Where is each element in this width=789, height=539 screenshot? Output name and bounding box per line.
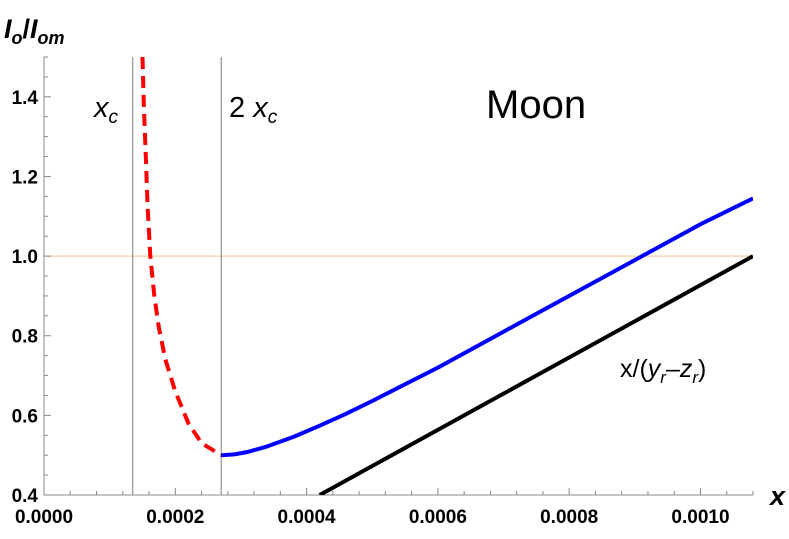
- label-black-line-s2: r: [692, 368, 699, 387]
- series-line-1: [221, 196, 753, 458]
- label-black-line-op: –: [666, 355, 680, 383]
- x-tick-label: 0.0008: [540, 507, 598, 528]
- label-xc: xc: [92, 92, 119, 128]
- label-black-line-s1: r: [660, 368, 667, 387]
- plot-area: 0.4 0.6 0.8 1.0 1.2 1.4 0.0000 0.0002 0.0004 0.00…: [12, 56, 754, 528]
- series-line-0: [140, 57, 223, 457]
- x-tick-label: 0.0000: [15, 507, 73, 528]
- x-tick-label: 0.0010: [671, 507, 729, 528]
- y-axis-title-main: I: [4, 14, 12, 44]
- y-axis-title-main-sub: o: [12, 28, 23, 48]
- annotation-moon: Moon: [486, 83, 586, 127]
- y-tick-label: 1.2: [12, 167, 38, 188]
- x-tick-label: 0.0002: [146, 507, 204, 528]
- label-black-line-text: x/(: [620, 355, 648, 383]
- y-axis-title-denom-sub: om: [38, 28, 65, 48]
- label-2xc-prefix: 2: [229, 92, 253, 124]
- y-tick-label: 1.0: [12, 247, 38, 268]
- y-axis-title-denom: I: [30, 14, 38, 44]
- x-tick-label: 0.0004: [278, 507, 337, 528]
- label-2xc-sub: c: [268, 107, 278, 128]
- label-2xc: 2 xc: [229, 92, 278, 128]
- y-tick-label: 0.8: [12, 327, 38, 348]
- y-tick-label: 0.6: [12, 406, 38, 427]
- series-line-2: [318, 254, 753, 495]
- label-xc-var: x: [92, 92, 110, 124]
- y-tick-label: 0.4: [12, 486, 39, 507]
- label-xc-sub: c: [109, 107, 119, 128]
- label-black-line-v2: z: [679, 355, 693, 383]
- y-tick-label: 1.4: [12, 88, 39, 109]
- label-2xc-var: x: [251, 92, 269, 124]
- x-axis-title: x: [768, 481, 786, 511]
- label-black-line-close: ): [698, 355, 706, 383]
- y-axis-title-sep: /: [23, 14, 31, 44]
- label-black-line-v1: y: [646, 355, 662, 383]
- x-tick-label: 0.0006: [409, 507, 467, 528]
- label-black-line: x/(yr–zr): [620, 355, 706, 387]
- y-axis-title: Io/Iom: [4, 14, 65, 48]
